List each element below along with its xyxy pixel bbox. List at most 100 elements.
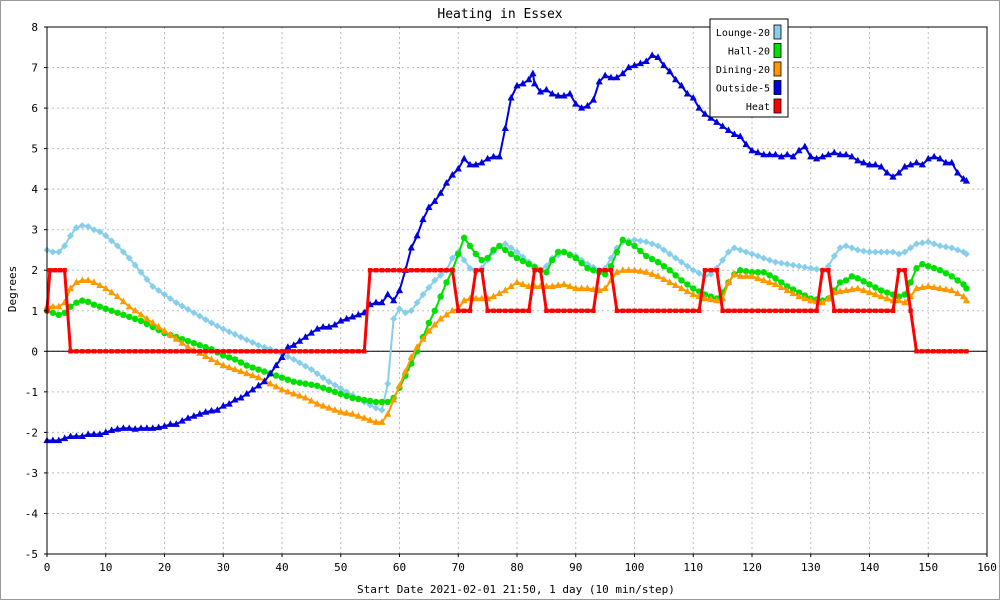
data-point <box>578 104 586 111</box>
data-point <box>219 325 227 333</box>
data-point <box>672 272 679 279</box>
data-point <box>466 160 474 168</box>
data-point <box>760 269 767 276</box>
data-point <box>448 306 456 314</box>
data-point <box>849 308 855 313</box>
data-point <box>519 257 527 265</box>
data-point <box>215 349 220 354</box>
data-point <box>567 308 573 313</box>
data-point <box>303 349 308 354</box>
data-point <box>807 296 815 304</box>
data-point <box>249 371 257 379</box>
data-point <box>954 168 962 176</box>
data-point <box>90 301 98 308</box>
data-point <box>313 325 321 332</box>
x-tick-label: 100 <box>625 561 645 574</box>
data-point <box>442 310 451 318</box>
data-point <box>196 410 204 417</box>
data-point <box>736 246 744 254</box>
data-point <box>597 268 602 273</box>
data-point <box>378 398 386 406</box>
data-point <box>561 308 567 313</box>
data-point <box>860 247 868 255</box>
data-point <box>707 295 715 303</box>
data-point <box>256 349 261 354</box>
data-point <box>648 240 656 248</box>
data-point <box>290 389 298 397</box>
data-point <box>777 152 785 160</box>
data-point <box>231 395 239 403</box>
data-point <box>266 379 274 387</box>
data-point <box>338 349 343 354</box>
data-point <box>737 267 744 274</box>
data-point <box>426 268 432 273</box>
data-point <box>589 95 597 103</box>
x-tick-label: 30 <box>217 561 230 574</box>
data-point <box>414 268 420 273</box>
data-point <box>908 308 913 313</box>
data-point <box>367 268 373 273</box>
data-point <box>877 248 885 256</box>
data-point <box>55 248 63 256</box>
data-point <box>661 308 667 313</box>
data-point <box>219 361 227 369</box>
data-point <box>630 61 639 69</box>
data-point <box>648 270 656 277</box>
data-point <box>948 273 955 280</box>
data-point <box>313 400 321 407</box>
data-point <box>719 122 727 129</box>
data-point <box>689 93 697 101</box>
data-point <box>343 392 350 400</box>
data-point <box>572 284 580 292</box>
data-point <box>337 408 345 415</box>
x-tick-label: 90 <box>569 561 582 574</box>
data-point <box>525 282 533 290</box>
data-point <box>144 349 150 354</box>
data-point <box>913 240 920 248</box>
data-point <box>783 286 791 294</box>
series-line <box>46 224 967 412</box>
data-point <box>413 231 421 239</box>
data-point <box>362 349 367 354</box>
data-point <box>443 279 450 286</box>
data-point <box>907 279 914 286</box>
data-point <box>155 322 163 330</box>
legend-label: Heat <box>746 102 770 113</box>
data-point <box>513 248 521 256</box>
data-point <box>390 315 398 323</box>
data-point <box>507 93 515 101</box>
data-point <box>883 168 891 176</box>
data-point <box>97 349 103 354</box>
data-point <box>871 290 879 298</box>
data-point <box>795 292 803 300</box>
data-point <box>642 268 650 275</box>
data-point <box>378 406 386 414</box>
data-point <box>936 242 944 250</box>
data-point <box>707 270 715 278</box>
data-point <box>413 299 421 307</box>
data-point <box>166 331 174 338</box>
data-point <box>278 385 286 393</box>
data-point <box>619 266 627 273</box>
data-point <box>507 282 515 290</box>
data-point <box>372 404 380 412</box>
data-point <box>126 313 133 321</box>
data-point <box>901 298 909 306</box>
data-point <box>902 268 907 273</box>
data-point <box>72 224 80 232</box>
data-point <box>384 410 392 417</box>
data-point <box>431 307 438 314</box>
data-point <box>478 256 485 264</box>
data-point <box>901 248 909 256</box>
data-point <box>742 140 750 148</box>
data-point <box>854 156 862 164</box>
data-point <box>748 146 756 154</box>
data-point <box>172 420 180 427</box>
data-point <box>954 277 961 284</box>
data-point <box>78 222 86 230</box>
data-point <box>879 308 884 313</box>
data-point <box>442 179 451 186</box>
data-point <box>719 256 727 264</box>
data-point <box>873 308 878 313</box>
data-point <box>344 349 349 354</box>
